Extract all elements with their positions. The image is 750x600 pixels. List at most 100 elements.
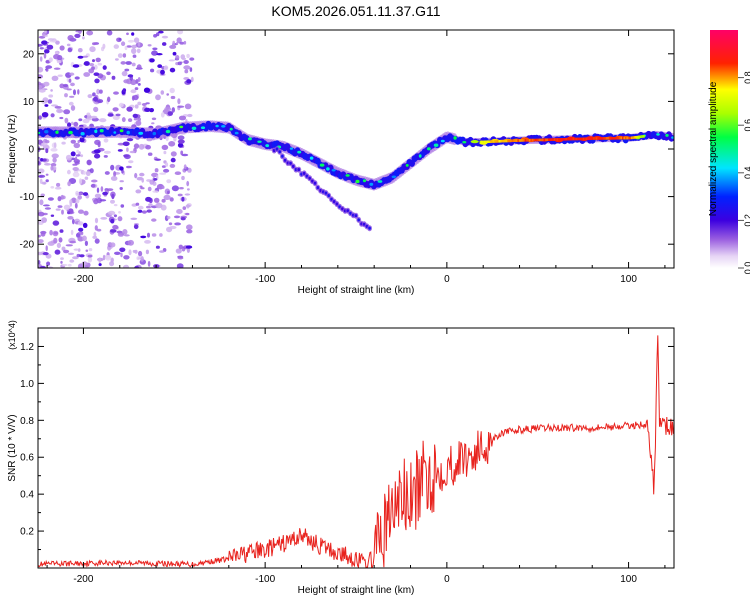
ridge-band [630, 136, 634, 140]
noise-blob [93, 231, 97, 238]
noise-blob [110, 229, 117, 233]
noise-blob [38, 66, 44, 73]
noise-blob [130, 217, 138, 220]
noise-blob [131, 48, 137, 54]
noise-blob [174, 222, 182, 226]
noise-blob [183, 164, 187, 170]
ridge-band [622, 136, 625, 140]
noise-blob [96, 228, 102, 232]
noise-blob [50, 165, 54, 171]
noise-blob [151, 50, 158, 56]
ridge-band [529, 138, 532, 142]
noise-blob [136, 48, 141, 54]
noise-blob [119, 180, 124, 183]
noise-blob [106, 30, 113, 36]
noise-blob [67, 181, 71, 187]
ridge-band [543, 138, 546, 142]
ridge-band [556, 138, 559, 141]
noise-blob [177, 193, 183, 197]
branch-core [313, 181, 317, 185]
branch-core [308, 176, 312, 180]
ridge-core [405, 164, 409, 167]
noise-blob [169, 197, 174, 202]
noise-blob [66, 43, 71, 47]
noise-blob [169, 225, 177, 230]
ridge-core [319, 163, 325, 167]
noise-blob [175, 42, 179, 45]
noise-blob [56, 182, 61, 187]
noise-blob [83, 170, 86, 175]
noise-blob [69, 95, 75, 98]
noise-blob [94, 153, 101, 159]
noise-blob [91, 117, 99, 122]
figure-title: KOM5.2026.051.11.37.G11 [271, 3, 440, 19]
noise-blob [73, 142, 81, 149]
noise-blob [155, 202, 163, 209]
ridge-band [521, 139, 525, 142]
ridge-band [606, 137, 609, 140]
spectrogram-x-axis-label: Height of straight line (km) [298, 285, 415, 296]
noise-blob [39, 56, 43, 62]
noise-blob [135, 120, 142, 126]
noise-blob [54, 106, 62, 109]
branch-core [324, 191, 328, 195]
noise-blob [47, 99, 53, 104]
noise-blob [185, 245, 193, 249]
noise-blob [140, 256, 144, 262]
ridge-band [590, 137, 593, 140]
noise-blob [74, 76, 80, 80]
noise-blob [44, 163, 51, 166]
noise-blob [141, 103, 147, 106]
noise-blob [84, 240, 88, 246]
noise-blob [141, 177, 144, 183]
noise-blob [169, 163, 176, 168]
noise-blob [161, 185, 165, 189]
noise-blob [55, 208, 61, 211]
ridge-core [440, 139, 445, 143]
ridge-band [639, 135, 642, 138]
spectrogram-y-tick-label: 10 [23, 97, 35, 108]
noise-blob [166, 179, 172, 184]
noise-blob [96, 88, 100, 95]
noise-blob [77, 231, 84, 234]
ridge-band [569, 137, 573, 141]
noise-blob [50, 186, 55, 189]
noise-blob [94, 238, 100, 244]
noise-blob [82, 36, 85, 40]
ridge-core [345, 174, 350, 177]
noise-blob [45, 173, 49, 176]
noise-blob [70, 139, 77, 144]
noise-blob [117, 216, 123, 222]
ridge-band [504, 139, 507, 143]
spectrogram-y-tick-label: -10 [20, 192, 35, 203]
noise-blob [186, 224, 193, 230]
noise-blob [57, 196, 62, 202]
noise-blob [172, 40, 176, 46]
ridge-band [613, 137, 616, 140]
noise-blob [111, 75, 116, 80]
branch-core [354, 214, 358, 218]
noise-blob [61, 263, 68, 267]
noise-blob [48, 94, 54, 98]
ridge-core [80, 132, 85, 136]
noise-blob [163, 150, 167, 155]
colorbar-tick-label: 0.2 [743, 214, 750, 227]
noise-blob [112, 224, 119, 230]
ridge-band [483, 140, 487, 144]
spectrogram-x-tick-label: 0 [444, 274, 450, 285]
noise-blob [176, 37, 182, 44]
noise-blob [64, 93, 68, 98]
noise-blob [122, 229, 128, 235]
noise-blob [164, 162, 169, 167]
noise-blob [117, 142, 125, 146]
noise-blob [128, 249, 132, 256]
noise-blob [121, 70, 128, 77]
noise-blob [126, 45, 132, 48]
spectrogram-x-tick-label: 100 [620, 274, 637, 285]
ridge-core [289, 147, 293, 150]
noise-blob [38, 211, 45, 217]
noise-blob [52, 157, 57, 163]
noise-blob [187, 188, 190, 191]
